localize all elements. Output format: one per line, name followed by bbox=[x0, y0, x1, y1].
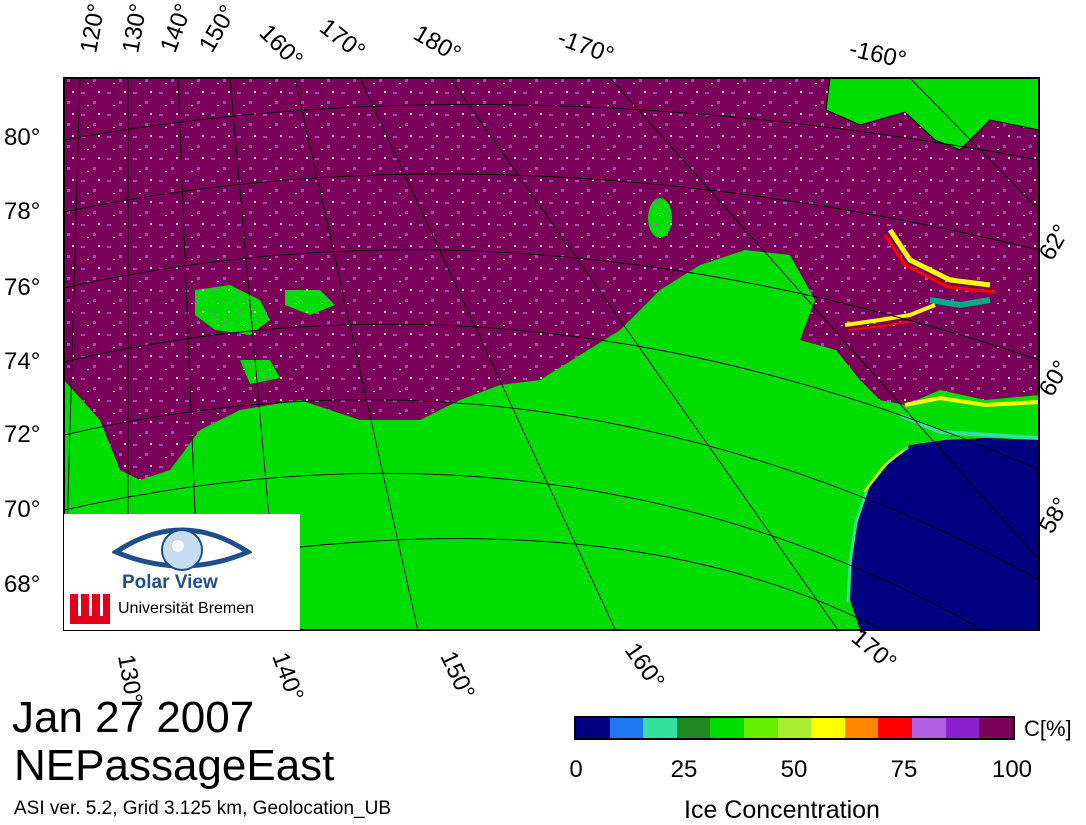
lon-label-top: 130° bbox=[117, 1, 152, 55]
marginal-ice-band bbox=[883, 234, 996, 294]
lat-label-right: 62° bbox=[1034, 220, 1076, 265]
colorbar-segment bbox=[676, 718, 711, 738]
map-frame bbox=[63, 77, 1040, 631]
colorbar-segment bbox=[945, 718, 980, 738]
colorbar-tick: 0 bbox=[569, 756, 583, 783]
lon-label-bottom: 170° bbox=[846, 624, 901, 677]
logo-university-text: Universität Bremen bbox=[118, 600, 255, 617]
colorbar-tick: 50 bbox=[780, 756, 808, 783]
colorbar-segment bbox=[844, 718, 879, 738]
ice-concentration-colorbar bbox=[574, 716, 1015, 740]
lat-label-left: 74° bbox=[4, 348, 40, 375]
colorbar-segment bbox=[777, 718, 812, 738]
lat-label-left: 72° bbox=[4, 421, 40, 448]
lon-label-top: 170° bbox=[314, 13, 370, 65]
left-latitude-labels: 80° 78° 76° 74° 72° 70° 68° bbox=[4, 124, 40, 598]
lon-label-top: 180° bbox=[409, 20, 465, 68]
lat-label-left: 78° bbox=[4, 198, 40, 225]
colorbar-tick: 25 bbox=[670, 756, 698, 783]
lat-label-left: 70° bbox=[4, 496, 40, 523]
lon-label-top: -160° bbox=[847, 35, 909, 73]
eye-icon bbox=[112, 527, 252, 571]
university-emblem-icon bbox=[70, 594, 110, 624]
lon-label-top: 140° bbox=[155, 0, 197, 56]
colorbar-segment bbox=[710, 718, 745, 738]
lon-label-bottom: 160° bbox=[619, 638, 670, 694]
land-edge bbox=[863, 449, 905, 493]
colorbar-segment bbox=[744, 718, 778, 738]
colorbar-segment bbox=[576, 718, 610, 738]
colorbar-unit: C[%] bbox=[1024, 716, 1072, 741]
lat-label-right: 58° bbox=[1034, 493, 1076, 538]
colorbar-tick: 100 bbox=[991, 756, 1033, 783]
right-latitude-labels: 62° 60° 58° bbox=[1034, 220, 1076, 538]
map-date: Jan 27 2007 bbox=[12, 693, 255, 742]
marginal-ice-band bbox=[844, 303, 936, 327]
marginal-ice-band bbox=[847, 320, 913, 331]
colorbar-segment bbox=[609, 718, 644, 738]
colorbar-segment bbox=[878, 718, 913, 738]
marginal-ice-band bbox=[899, 413, 1039, 440]
colorbar-tick: 75 bbox=[890, 756, 918, 783]
lat-label-left: 80° bbox=[4, 124, 40, 151]
colorbar-segment bbox=[811, 718, 845, 738]
colorbar-segment bbox=[643, 718, 677, 738]
lon-label-top: 160° bbox=[254, 19, 308, 73]
map-region-name: NEPassageEast bbox=[14, 741, 335, 790]
colorbar-segment bbox=[979, 718, 1013, 738]
marginal-ice-band bbox=[887, 228, 991, 288]
top-longitude-labels: 120° 130° 140° 150° 160° 170° 180° -170°… bbox=[75, 0, 908, 74]
lon-label-top: -170° bbox=[554, 24, 617, 69]
lat-label-right: 60° bbox=[1034, 356, 1076, 401]
lon-label-bottom: 140° bbox=[266, 649, 308, 705]
lat-label-left: 76° bbox=[4, 274, 40, 301]
lat-label-left: 68° bbox=[4, 571, 40, 598]
algorithm-info: ASI ver. 5.2, Grid 3.125 km, Geolocation… bbox=[14, 798, 392, 819]
polar-view-logo: Polar View Universität Bremen bbox=[64, 514, 300, 630]
marginal-ice-band bbox=[929, 297, 991, 309]
land-mask bbox=[850, 438, 1039, 630]
lon-label-top: 120° bbox=[75, 1, 110, 55]
marginal-ice-band bbox=[904, 395, 1039, 408]
colorbar-title: Ice Concentration bbox=[684, 796, 880, 824]
colorbar-segment bbox=[912, 718, 946, 738]
lon-label-top: 150° bbox=[194, 1, 242, 57]
lon-label-bottom: 150° bbox=[435, 647, 480, 703]
logo-brand-text: Polar View bbox=[122, 572, 218, 593]
